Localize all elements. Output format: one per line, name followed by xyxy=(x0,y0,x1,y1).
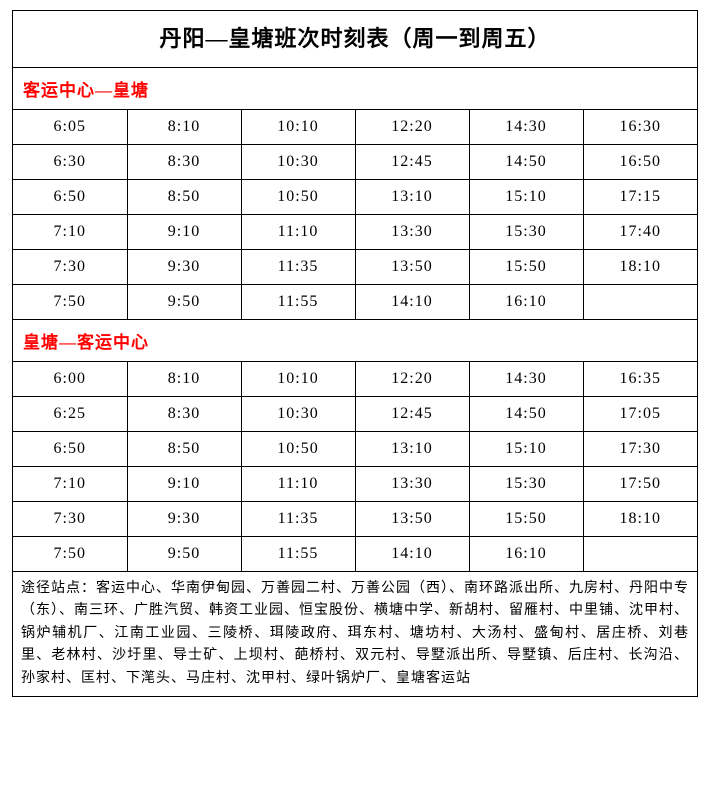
time-cell: 17:40 xyxy=(583,215,697,250)
time-cell: 9:10 xyxy=(127,467,241,502)
time-cell: 12:20 xyxy=(355,362,469,397)
time-cell: 14:50 xyxy=(469,145,583,180)
time-cell: 13:30 xyxy=(355,467,469,502)
time-cell: 14:30 xyxy=(469,110,583,145)
time-cell: 7:50 xyxy=(13,537,127,572)
time-cell: 17:05 xyxy=(583,397,697,432)
time-cell: 15:50 xyxy=(469,502,583,537)
section-header-1: 客运中心—皇塘 xyxy=(13,68,697,110)
time-cell: 13:10 xyxy=(355,180,469,215)
time-cell: 8:10 xyxy=(127,362,241,397)
time-cell: 9:10 xyxy=(127,215,241,250)
table-row: 6:058:1010:1012:2014:3016:30 xyxy=(13,110,697,145)
time-cell: 6:50 xyxy=(13,180,127,215)
time-cell: 7:10 xyxy=(13,467,127,502)
table-row: 7:509:5011:5514:1016:10 xyxy=(13,537,697,572)
time-cell: 16:10 xyxy=(469,285,583,320)
route-stops-footer: 途径站点：客运中心、华南伊甸园、万善园二村、万善公园（西）、南环路派出所、九房村… xyxy=(13,571,697,696)
time-cell: 17:15 xyxy=(583,180,697,215)
time-cell: 14:30 xyxy=(469,362,583,397)
table-row: 6:508:5010:5013:1015:1017:30 xyxy=(13,432,697,467)
time-cell: 9:50 xyxy=(127,537,241,572)
time-cell: 12:20 xyxy=(355,110,469,145)
section-header-2: 皇塘—客运中心 xyxy=(13,320,697,362)
time-cell: 11:55 xyxy=(241,537,355,572)
schedule-table-1: 6:058:1010:1012:2014:3016:306:308:3010:3… xyxy=(13,110,697,320)
time-cell: 8:50 xyxy=(127,180,241,215)
table-row: 7:309:3011:3513:5015:5018:10 xyxy=(13,250,697,285)
time-cell: 10:10 xyxy=(241,110,355,145)
time-cell: 13:50 xyxy=(355,502,469,537)
time-cell: 16:10 xyxy=(469,537,583,572)
time-cell: 8:30 xyxy=(127,397,241,432)
time-cell: 10:30 xyxy=(241,397,355,432)
time-cell: 9:50 xyxy=(127,285,241,320)
time-cell: 11:55 xyxy=(241,285,355,320)
time-cell: 13:30 xyxy=(355,215,469,250)
time-cell: 15:30 xyxy=(469,215,583,250)
time-cell: 7:30 xyxy=(13,250,127,285)
time-cell: 17:50 xyxy=(583,467,697,502)
time-cell: 9:30 xyxy=(127,250,241,285)
time-cell xyxy=(583,285,697,320)
table-row: 7:509:5011:5514:1016:10 xyxy=(13,285,697,320)
time-cell: 16:30 xyxy=(583,110,697,145)
time-cell: 9:30 xyxy=(127,502,241,537)
time-cell: 11:35 xyxy=(241,502,355,537)
time-cell: 7:50 xyxy=(13,285,127,320)
table-row: 6:308:3010:3012:4514:5016:50 xyxy=(13,145,697,180)
time-cell: 7:30 xyxy=(13,502,127,537)
time-cell: 11:10 xyxy=(241,467,355,502)
time-cell: 14:10 xyxy=(355,537,469,572)
time-cell: 6:25 xyxy=(13,397,127,432)
time-cell: 15:10 xyxy=(469,432,583,467)
page-title: 丹阳—皇塘班次时刻表（周一到周五） xyxy=(13,11,697,68)
table-row: 6:258:3010:3012:4514:5017:05 xyxy=(13,397,697,432)
time-cell: 11:10 xyxy=(241,215,355,250)
table-row: 7:309:3011:3513:5015:5018:10 xyxy=(13,502,697,537)
table-row: 6:508:5010:5013:1015:1017:15 xyxy=(13,180,697,215)
time-cell: 16:50 xyxy=(583,145,697,180)
time-cell: 6:00 xyxy=(13,362,127,397)
time-cell: 10:50 xyxy=(241,180,355,215)
timetable-container: 丹阳—皇塘班次时刻表（周一到周五） 客运中心—皇塘 6:058:1010:101… xyxy=(12,10,698,697)
time-cell: 8:30 xyxy=(127,145,241,180)
time-cell: 10:50 xyxy=(241,432,355,467)
time-cell: 15:10 xyxy=(469,180,583,215)
table-row: 6:008:1010:1012:2014:3016:35 xyxy=(13,362,697,397)
time-cell: 15:30 xyxy=(469,467,583,502)
time-cell: 10:10 xyxy=(241,362,355,397)
time-cell: 13:10 xyxy=(355,432,469,467)
time-cell: 11:35 xyxy=(241,250,355,285)
time-cell: 6:50 xyxy=(13,432,127,467)
time-cell: 6:05 xyxy=(13,110,127,145)
time-cell: 17:30 xyxy=(583,432,697,467)
time-cell: 14:50 xyxy=(469,397,583,432)
time-cell: 10:30 xyxy=(241,145,355,180)
time-cell: 8:10 xyxy=(127,110,241,145)
time-cell: 15:50 xyxy=(469,250,583,285)
table-row: 7:109:1011:1013:3015:3017:40 xyxy=(13,215,697,250)
time-cell: 14:10 xyxy=(355,285,469,320)
time-cell: 7:10 xyxy=(13,215,127,250)
time-cell: 6:30 xyxy=(13,145,127,180)
table-row: 7:109:1011:1013:3015:3017:50 xyxy=(13,467,697,502)
time-cell: 12:45 xyxy=(355,145,469,180)
time-cell: 12:45 xyxy=(355,397,469,432)
time-cell: 13:50 xyxy=(355,250,469,285)
time-cell: 18:10 xyxy=(583,502,697,537)
time-cell: 18:10 xyxy=(583,250,697,285)
schedule-table-2: 6:008:1010:1012:2014:3016:356:258:3010:3… xyxy=(13,362,697,571)
time-cell: 16:35 xyxy=(583,362,697,397)
time-cell xyxy=(583,537,697,572)
time-cell: 8:50 xyxy=(127,432,241,467)
